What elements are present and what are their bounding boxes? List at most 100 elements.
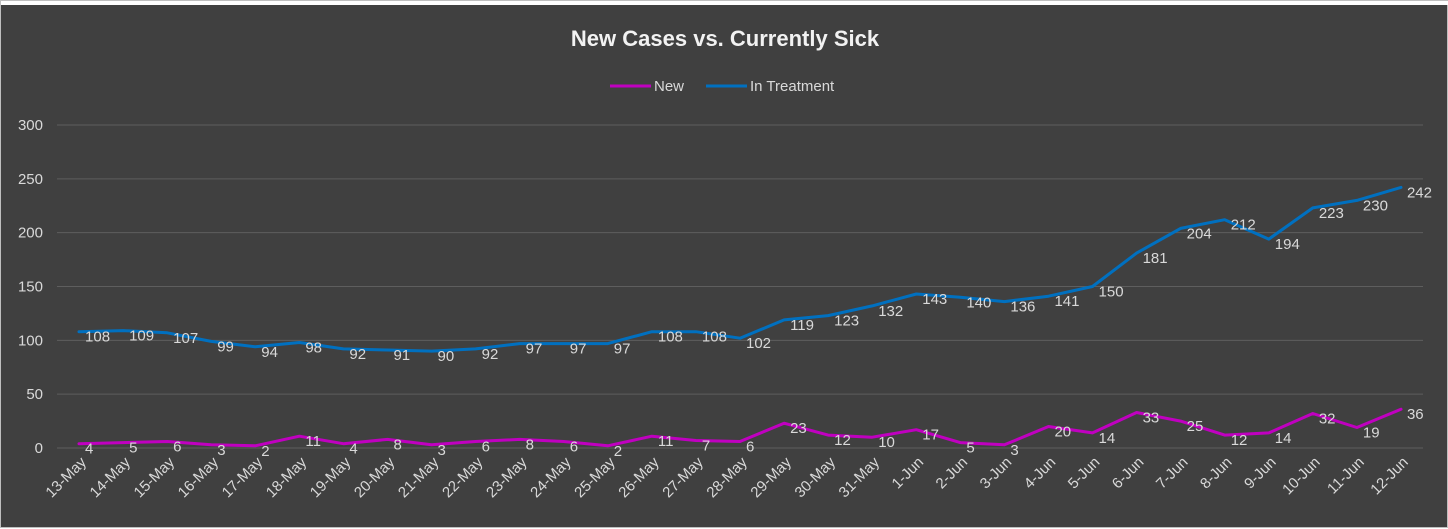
x-tick-label: 5-Jun (1065, 454, 1104, 493)
x-tick-label: 26-May (615, 453, 663, 501)
x-tick-label: 8-Jun (1197, 454, 1236, 493)
x-tick-label: 24-May (527, 453, 575, 501)
data-label: 107 (173, 330, 198, 347)
data-label: 8 (526, 436, 534, 453)
x-tick-label: 22-May (439, 453, 487, 501)
data-label: 19 (1363, 425, 1380, 442)
x-tick-label: 30-May (792, 453, 840, 501)
data-label: 230 (1363, 197, 1388, 214)
x-tick-label: 25-May (571, 453, 619, 501)
data-label: 2 (614, 443, 622, 460)
x-tick-label: 18-May (263, 453, 311, 501)
data-label: 150 (1099, 284, 1124, 301)
x-tick-label: 23-May (483, 453, 531, 501)
data-label: 3 (1010, 442, 1018, 459)
data-label: 6 (746, 439, 754, 456)
x-tick-label: 14-May (87, 453, 135, 501)
x-tick-label: 15-May (131, 453, 179, 501)
data-label: 194 (1275, 236, 1300, 253)
data-label: 108 (702, 329, 727, 346)
x-tick-label: 20-May (351, 453, 399, 501)
x-tick-label: 12-Jun (1367, 454, 1411, 498)
y-tick-label: 300 (18, 117, 43, 134)
data-label: 143 (922, 291, 947, 308)
chart-title: New Cases vs. Currently Sick (571, 26, 880, 51)
data-label: 12 (1231, 432, 1248, 449)
data-label: 11 (305, 433, 321, 450)
data-label: 25 (1187, 418, 1204, 435)
x-tick-label: 28-May (703, 453, 751, 501)
data-label: 3 (438, 442, 446, 459)
x-tick-label: 1-Jun (889, 454, 928, 493)
data-label: 10 (878, 434, 895, 451)
series-layer (77, 185, 1403, 448)
data-label: 32 (1319, 411, 1336, 428)
x-tick-label: 16-May (175, 453, 223, 501)
x-tick-label: 4-Jun (1021, 454, 1060, 493)
data-label: 8 (393, 436, 401, 453)
y-axis: 0 50 100 150 200 250 300 (18, 117, 43, 457)
data-label: 102 (746, 335, 771, 352)
data-label: 14 (1275, 430, 1292, 447)
data-label: 97 (570, 341, 587, 358)
y-tick-label: 100 (18, 332, 43, 349)
data-label: 11 (658, 433, 674, 450)
data-label: 242 (1407, 184, 1432, 201)
x-axis: 13-May14-May15-May16-May17-May18-May19-M… (42, 453, 1411, 501)
y-tick-label: 50 (26, 386, 43, 403)
data-label: 97 (614, 341, 631, 358)
x-tick-label: 6-Jun (1109, 454, 1148, 493)
data-label: 140 (966, 294, 991, 311)
data-label: 23 (790, 420, 807, 437)
data-label: 90 (438, 348, 455, 365)
x-tick-label: 17-May (219, 453, 267, 501)
data-label: 91 (393, 347, 410, 364)
data-label: 98 (305, 339, 322, 356)
x-tick-label: 11-Jun (1324, 454, 1368, 498)
series-line-new (77, 407, 1403, 448)
y-tick-label: 0 (35, 440, 43, 457)
x-tick-label: 3-Jun (977, 454, 1016, 493)
top-strip (1, 1, 1448, 5)
x-tick-label: 27-May (659, 453, 707, 501)
data-label: 5 (966, 440, 974, 457)
data-label: 4 (349, 441, 357, 458)
data-label: 92 (482, 346, 499, 363)
x-tick-label: 29-May (747, 453, 795, 501)
x-tick-label: 7-Jun (1153, 454, 1192, 493)
data-label: 223 (1319, 205, 1344, 222)
x-tick-label: 2-Jun (933, 454, 972, 493)
data-label: 33 (1143, 409, 1160, 426)
data-label: 2 (261, 443, 269, 460)
data-label: 6 (570, 439, 578, 456)
gridlines (57, 124, 1423, 449)
data-label: 92 (349, 346, 366, 363)
data-label: 3 (217, 442, 225, 459)
data-label: 97 (526, 341, 543, 358)
data-label: 94 (261, 344, 278, 361)
data-label: 136 (1010, 299, 1035, 316)
y-tick-label: 200 (18, 225, 43, 242)
data-label: 12 (834, 432, 851, 449)
data-label: 36 (1407, 406, 1424, 423)
x-tick-label: 9-Jun (1241, 454, 1280, 493)
data-label: 6 (173, 439, 181, 456)
y-tick-label: 250 (18, 171, 43, 188)
data-label: 141 (1054, 293, 1079, 310)
data-label: 17 (922, 427, 939, 444)
data-label: 123 (834, 313, 859, 330)
data-label: 20 (1054, 423, 1071, 440)
data-label: 132 (878, 303, 903, 320)
legend-label-new: New (654, 78, 684, 95)
x-tick-label: 19-May (307, 453, 355, 501)
data-label: 7 (702, 437, 710, 454)
y-tick-label: 150 (18, 279, 43, 296)
data-label: 6 (482, 439, 490, 456)
data-label: 119 (790, 317, 814, 334)
data-label: 99 (217, 338, 234, 355)
series-line-in-treatment (77, 185, 1403, 353)
data-label: 5 (129, 440, 137, 457)
data-label: 108 (658, 329, 683, 346)
